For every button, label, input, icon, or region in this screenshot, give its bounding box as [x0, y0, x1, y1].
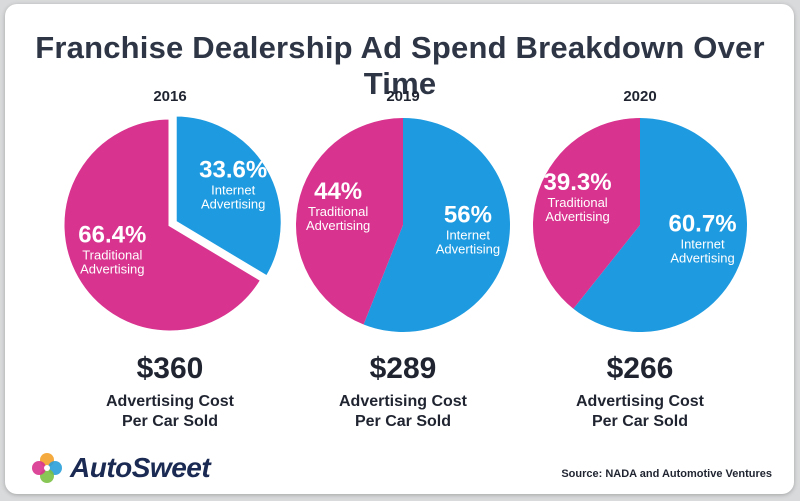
slice-category-label: Advertising [306, 218, 370, 233]
cost-label-line: Advertising Cost [338, 393, 467, 410]
slice-percent-label: 66.4% [78, 222, 146, 249]
pie-slice-internet [573, 118, 747, 332]
cost-value: $266 [606, 352, 674, 385]
pie-svg: 33.6%InternetAdvertising66.4%Traditional… [61, 113, 284, 334]
slice-category-label: Advertising [545, 209, 609, 224]
pie-slice-internet [173, 113, 284, 280]
pie-chart-2016: 2016 33.6% Internet Advertising 66.4% Tradit… [55, 88, 285, 432]
cost-value: $289 [369, 352, 437, 385]
pie-slice-internet [363, 118, 510, 332]
pie-chart-2019: 2019 56% Internet Advertising 44% Traditiona… [288, 88, 518, 432]
slice-category-label: Internet [680, 236, 724, 251]
slice-category-label: Advertising [436, 242, 500, 257]
autosweet-flower-icon [32, 453, 62, 483]
pie-slice-traditional [296, 118, 403, 325]
pie-svg: 56%InternetAdvertising44%TraditionalAdve… [296, 118, 510, 332]
cost-label-line: Per Car Sold [591, 413, 689, 430]
pie-year-label: 2019 [386, 88, 420, 105]
cost-label-line: Advertising Cost [575, 393, 704, 410]
logo-wordmark: AutoSweet [70, 452, 211, 483]
cost-label: Advertising Cost Per Car Sold [525, 392, 755, 432]
pie-year-label: 2016 [153, 88, 187, 105]
pie-year-label: 2020 [623, 88, 657, 105]
cost-label: Advertising Cost Per Car Sold [55, 392, 285, 432]
slice-category-label: Advertising [80, 262, 144, 277]
cost-label-line: Advertising Cost [105, 393, 234, 410]
slice-percent-label: 33.6% [199, 156, 267, 183]
slice-category-label: Traditional [308, 204, 368, 219]
pie-svg: 60.7%InternetAdvertising39.3%Traditional… [533, 118, 747, 332]
slice-percent-label: 56% [444, 202, 492, 229]
slice-percent-label: 44% [314, 178, 362, 205]
cost-label: Advertising Cost Per Car Sold [288, 392, 518, 432]
source-note: Source: NADA and Automotive Ventures [561, 468, 772, 480]
pie-slice-traditional [61, 116, 264, 334]
slice-category-label: Advertising [201, 196, 265, 211]
cost-value: $360 [136, 352, 204, 385]
slice-category-label: Traditional [547, 195, 607, 210]
slice-category-label: Internet [211, 182, 255, 197]
autosweet-logo: AutoSweet [30, 450, 211, 486]
pie-chart-2020: 2020 60.7% Internet Advertising 39.3% Tradit… [525, 88, 755, 432]
chart-title: Franchise Dealership Ad Spend Breakdown … [35, 30, 765, 101]
cost-label-line: Per Car Sold [121, 413, 219, 430]
slice-category-label: Internet [446, 228, 490, 243]
cost-label-line: Per Car Sold [354, 413, 452, 430]
slice-category-label: Traditional [82, 248, 142, 263]
slice-category-label: Advertising [670, 250, 734, 265]
slice-percent-label: 60.7% [668, 210, 736, 237]
slice-percent-label: 39.3% [544, 169, 612, 196]
pie-slice-traditional [533, 118, 640, 309]
